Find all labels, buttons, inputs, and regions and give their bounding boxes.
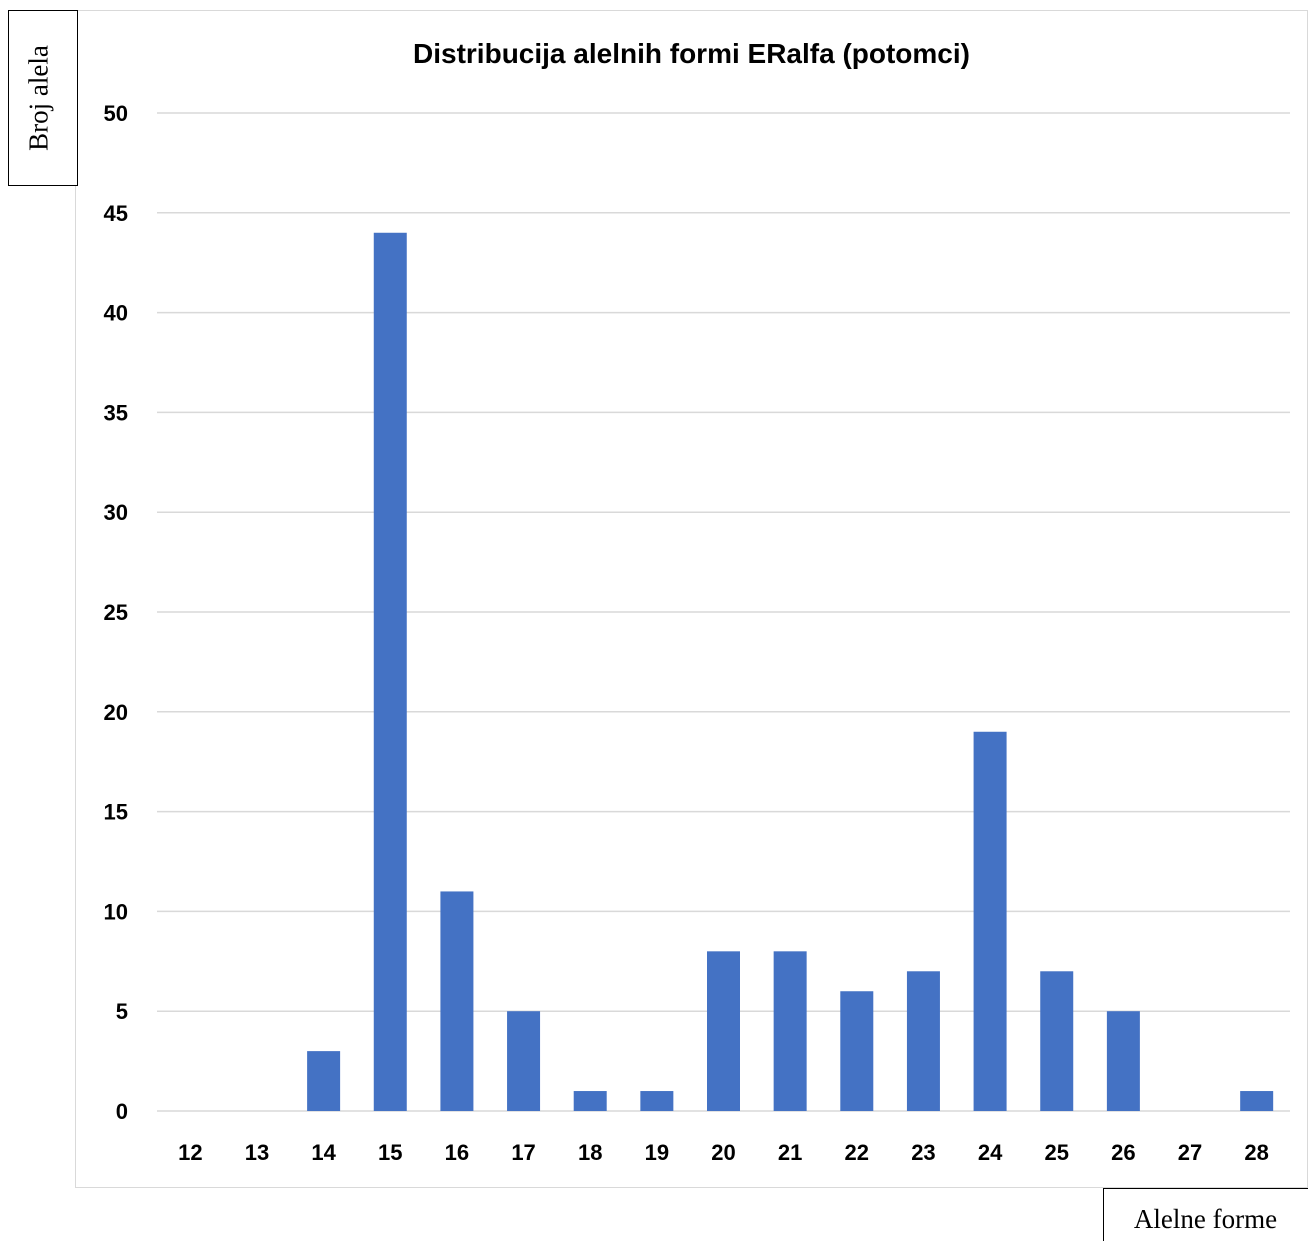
- gridlines: [157, 112, 1290, 1112]
- y-tick-label: 40: [104, 301, 128, 326]
- bar-20: [707, 951, 740, 1111]
- y-axis-label: Broj alela: [23, 45, 54, 151]
- x-tick-label: 20: [711, 1140, 735, 1165]
- x-tick-label: 18: [578, 1140, 602, 1165]
- x-tick-label: 27: [1178, 1140, 1202, 1165]
- y-tick-label: 50: [104, 101, 128, 126]
- x-tick-label: 15: [378, 1140, 402, 1165]
- x-tick-label: 17: [511, 1140, 535, 1165]
- y-tick-label: 30: [104, 500, 128, 525]
- bar-18: [573, 1091, 607, 1111]
- bar-28: [1240, 1091, 1274, 1111]
- x-tick-label: 21: [778, 1140, 802, 1165]
- y-tick-label: 35: [104, 400, 128, 425]
- x-tick-label: 16: [445, 1140, 469, 1165]
- x-tick-label: 22: [845, 1140, 869, 1165]
- y-axis-label-box: [8, 10, 78, 186]
- y-tick-label: 45: [104, 201, 128, 226]
- bar-23: [906, 971, 940, 1111]
- bar-17: [507, 1011, 541, 1111]
- y-tick-label: 5: [116, 999, 128, 1024]
- bar-16: [440, 891, 474, 1111]
- y-tick-label: 15: [104, 800, 128, 825]
- x-tick-label: 28: [1244, 1140, 1268, 1165]
- chart-frame: [75, 10, 1308, 1188]
- bar-26: [1106, 1011, 1140, 1111]
- y-tick-labels: 0 5 10 15 20 25 30 35 40 45 50: [104, 101, 128, 1124]
- x-tick-label: 23: [911, 1140, 935, 1165]
- bar-25: [1040, 971, 1074, 1111]
- x-tick-label: 24: [978, 1140, 1003, 1165]
- y-tick-label: 10: [104, 899, 128, 924]
- bars: [307, 232, 1274, 1111]
- x-axis-label-box: [1103, 1188, 1308, 1241]
- x-tick-label: 12: [178, 1140, 202, 1165]
- x-tick-label: 19: [645, 1140, 669, 1165]
- bar-24: [973, 731, 1007, 1111]
- bar-19: [640, 1091, 674, 1111]
- x-tick-label: 13: [245, 1140, 269, 1165]
- bar-21: [773, 951, 807, 1111]
- y-tick-label: 25: [104, 600, 128, 625]
- x-tick-label: 25: [1044, 1140, 1068, 1165]
- x-axis-label: Alelne forme: [1133, 1204, 1278, 1234]
- x-tick-label: 26: [1111, 1140, 1135, 1165]
- bar-22: [840, 991, 874, 1111]
- chart-title: Distribucija alelnih formi ERalfa (potom…: [413, 38, 970, 69]
- x-tick-labels: 12 13 14 15 16 17 18 19 20 21 22 23 24 25 26 27 28: [178, 1140, 1269, 1165]
- y-tick-label: 20: [104, 700, 128, 725]
- bar-14: [307, 1051, 341, 1111]
- y-tick-label: 0: [116, 1099, 128, 1124]
- x-tick-label: 14: [311, 1140, 336, 1165]
- bar-15: [373, 232, 407, 1111]
